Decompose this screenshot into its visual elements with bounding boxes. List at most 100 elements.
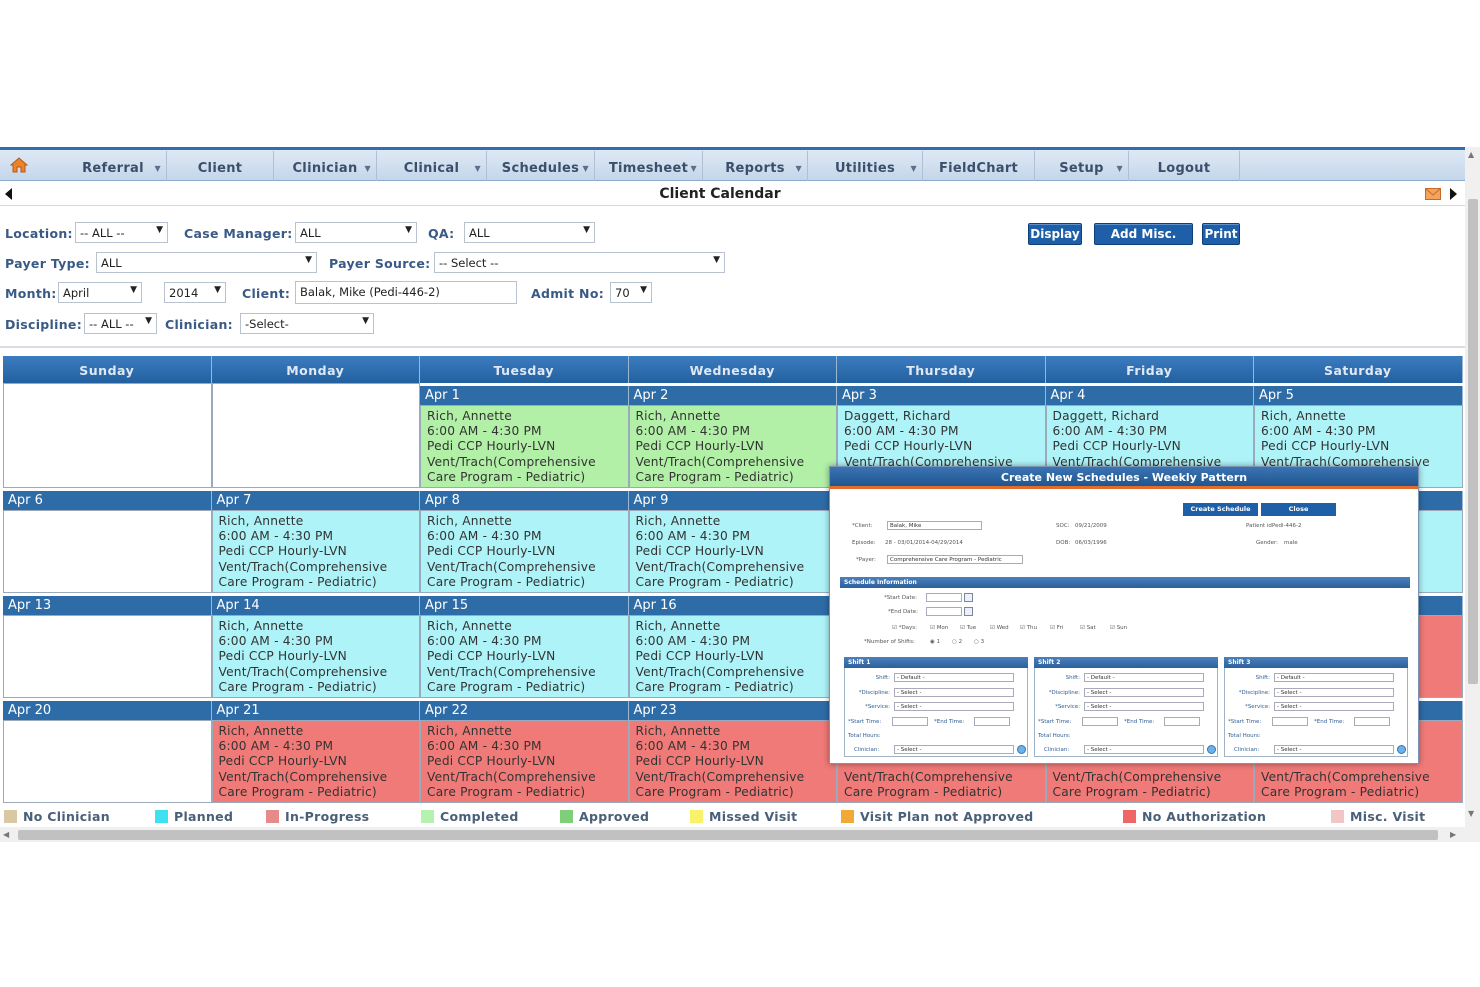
collapse-left-icon[interactable] — [5, 188, 12, 200]
calendar-day-cell[interactable]: Rich, Annette 6:00 AM - 4:30 PM Pedi CCP H… — [420, 720, 629, 803]
date-label[interactable]: Apr 7 — [211, 491, 420, 510]
shift-service-select[interactable]: - Select - — [894, 702, 1014, 711]
start-date-input[interactable] — [926, 593, 962, 602]
date-label[interactable]: Apr 21 — [211, 701, 420, 720]
horizontal-scroll-thumb[interactable] — [18, 830, 1438, 840]
shift-discipline-select[interactable]: - Select - — [894, 688, 1014, 697]
visit-event-completed[interactable]: Rich, Annette 6:00 AM - 4:30 PM Pedi CCP H… — [421, 406, 628, 487]
nav-item-fieldchart[interactable]: FieldChart — [923, 151, 1035, 181]
date-label[interactable]: Apr 3 — [837, 386, 1046, 405]
start-time-input[interactable] — [1082, 717, 1118, 726]
vertical-scroll-thumb[interactable] — [1468, 199, 1478, 684]
display-button[interactable]: Display — [1028, 223, 1082, 245]
shift-shift-select[interactable]: - Default - — [1274, 673, 1394, 682]
date-label[interactable]: Apr 8 — [420, 491, 629, 510]
print-button[interactable]: Print — [1202, 223, 1240, 245]
shift-shift-select[interactable]: - Default - — [894, 673, 1014, 682]
scroll-right-icon[interactable]: ▶ — [1450, 830, 1457, 839]
day-checkbox-sun[interactable]: ☑ Sun — [1110, 625, 1127, 631]
calendar-day-cell[interactable]: Rich, Annette 6:00 AM - 4:30 PM Pedi CCP H… — [628, 510, 837, 593]
visit-event-noauth[interactable]: Rich, Annette 6:00 AM - 4:30 PM Pedi CCP H… — [629, 721, 836, 802]
day-checkbox-sat[interactable]: ☑ Sat — [1080, 625, 1096, 631]
nav-item-setup[interactable]: Setup ▼ — [1035, 151, 1129, 181]
calendar-day-cell[interactable] — [211, 383, 420, 488]
nav-item-client[interactable]: Client — [167, 151, 274, 181]
day-checkbox-thu[interactable]: ☑ Thu — [1020, 625, 1037, 631]
end-time-input[interactable] — [1354, 717, 1390, 726]
nav-item-referral[interactable]: Referral ▼ — [60, 151, 167, 181]
calendar-day-cell[interactable]: Rich, Annette 6:00 AM - 4:30 PM Pedi CCP H… — [420, 510, 629, 593]
visit-event-planned[interactable]: Rich, Annette 6:00 AM - 4:30 PM Pedi CCP H… — [212, 616, 419, 697]
search-clinician-icon[interactable] — [1207, 745, 1216, 754]
visit-event-planned[interactable]: Rich, Annette 6:00 AM - 4:30 PM Pedi CCP H… — [421, 511, 628, 592]
client-field-select[interactable]: Balak, Mike — [887, 521, 982, 530]
start-time-input[interactable] — [1272, 717, 1308, 726]
home-icon[interactable] — [10, 157, 28, 173]
nav-item-clinician[interactable]: Clinician ▼ — [274, 151, 377, 181]
shift-shift-select[interactable]: - Default - — [1084, 673, 1204, 682]
date-label[interactable]: Apr 4 — [1045, 386, 1254, 405]
shift-discipline-select[interactable]: - Select - — [1274, 688, 1394, 697]
shift-clinician-select[interactable]: - Select - — [1084, 745, 1204, 754]
visit-event-planned[interactable]: Rich, Annette 6:00 AM - 4:30 PM Pedi CCP H… — [421, 616, 628, 697]
shift-discipline-select[interactable]: - Select - — [1084, 688, 1204, 697]
shift-service-select[interactable]: - Select - — [1274, 702, 1394, 711]
day-checkbox-wed[interactable]: ☑ Wed — [990, 625, 1009, 631]
scroll-up-icon[interactable]: ▲ — [1468, 150, 1475, 159]
date-label[interactable]: Apr 16 — [628, 596, 837, 615]
date-label[interactable]: Apr 9 — [628, 491, 837, 510]
location-select[interactable]: -- ALL -- ▼ — [75, 222, 168, 243]
calendar-day-cell[interactable]: Rich, Annette 6:00 AM - 4:30 PM Pedi CCP H… — [628, 615, 837, 698]
calendar-day-cell[interactable]: Rich, Annette 6:00 AM - 4:30 PM Pedi CCP H… — [420, 405, 629, 488]
year-select[interactable]: 2014 ▼ — [164, 282, 226, 303]
shift-count-radio-2[interactable]: ○ 2 — [952, 639, 962, 645]
calendar-day-cell[interactable] — [3, 720, 212, 803]
visit-event-completed[interactable]: Rich, Annette 6:00 AM - 4:30 PM Pedi CCP H… — [629, 406, 836, 487]
date-label[interactable]: Apr 15 — [420, 596, 629, 615]
visit-event-noauth[interactable]: Rich, Annette 6:00 AM - 4:30 PM Pedi CCP H… — [421, 721, 628, 802]
shift-count-radio-3[interactable]: ○ 3 — [974, 639, 984, 645]
date-label[interactable]: Apr 1 — [420, 386, 629, 405]
clinician-select[interactable]: -Select- ▼ — [240, 313, 374, 334]
discipline-select[interactable]: -- ALL -- ▼ — [84, 313, 157, 334]
client-input[interactable]: Balak, Mike (Pedi-446-2) — [295, 281, 517, 304]
payer-field-select[interactable]: Comprehensive Care Program - Pediatric — [887, 555, 1023, 564]
nav-item-schedules[interactable]: Schedules ▼ — [487, 151, 595, 181]
calendar-day-cell[interactable]: Rich, Annette 6:00 AM - 4:30 PM Pedi CCP H… — [211, 615, 420, 698]
vertical-scrollbar[interactable]: ▲ ▼ — [1465, 147, 1480, 842]
shift-clinician-select[interactable]: - Select - — [894, 745, 1014, 754]
date-label[interactable]: Apr 2 — [628, 386, 837, 405]
month-select[interactable]: April ▼ — [58, 282, 142, 303]
mail-icon[interactable] — [1425, 188, 1441, 200]
date-label[interactable]: Apr 14 — [211, 596, 420, 615]
calendar-day-cell[interactable] — [3, 510, 212, 593]
nav-item-timesheet[interactable]: Timesheet ▼ — [595, 151, 703, 181]
calendar-day-cell[interactable]: Rich, Annette 6:00 AM - 4:30 PM Pedi CCP H… — [420, 615, 629, 698]
calendar-day-cell[interactable]: Rich, Annette 6:00 AM - 4:30 PM Pedi CCP H… — [628, 405, 837, 488]
day-checkbox-fri[interactable]: ☑ Fri — [1050, 625, 1063, 631]
calendar-day-cell[interactable] — [3, 615, 212, 698]
expand-right-icon[interactable] — [1450, 188, 1457, 200]
scroll-down-icon[interactable]: ▼ — [1468, 809, 1475, 818]
nav-item-reports[interactable]: Reports ▼ — [703, 151, 808, 181]
nav-item-clinical[interactable]: Clinical ▼ — [377, 151, 487, 181]
day-checkbox-tue[interactable]: ☑ Tue — [960, 625, 976, 631]
calendar-icon[interactable] — [964, 593, 973, 602]
calendar-day-cell[interactable] — [3, 383, 212, 488]
visit-event-planned[interactable]: Rich, Annette 6:00 AM - 4:30 PM Pedi CCP H… — [629, 616, 836, 697]
add-misc-visit-button[interactable]: Add Misc. Visit — [1094, 223, 1193, 261]
close-button[interactable]: Close — [1261, 503, 1336, 516]
date-label[interactable]: Apr 6 — [3, 491, 212, 510]
search-clinician-icon[interactable] — [1397, 745, 1406, 754]
calendar-day-cell[interactable]: Rich, Annette 6:00 AM - 4:30 PM Pedi CCP H… — [211, 510, 420, 593]
horizontal-scrollbar[interactable]: ◀ ▶ — [0, 827, 1465, 842]
payer-source-select[interactable]: -- Select -- ▼ — [434, 252, 725, 273]
case-manager-select[interactable]: ALL ▼ — [295, 222, 417, 243]
scroll-left-icon[interactable]: ◀ — [3, 830, 10, 839]
qa-select[interactable]: ALL ▼ — [464, 222, 595, 243]
date-label[interactable]: Apr 5 — [1254, 386, 1463, 405]
start-time-input[interactable] — [892, 717, 928, 726]
admit-no-select[interactable]: 70 ▼ — [610, 282, 652, 303]
shift-count-radio-1[interactable]: ◉ 1 — [930, 639, 940, 645]
date-label[interactable]: Apr 22 — [420, 701, 629, 720]
